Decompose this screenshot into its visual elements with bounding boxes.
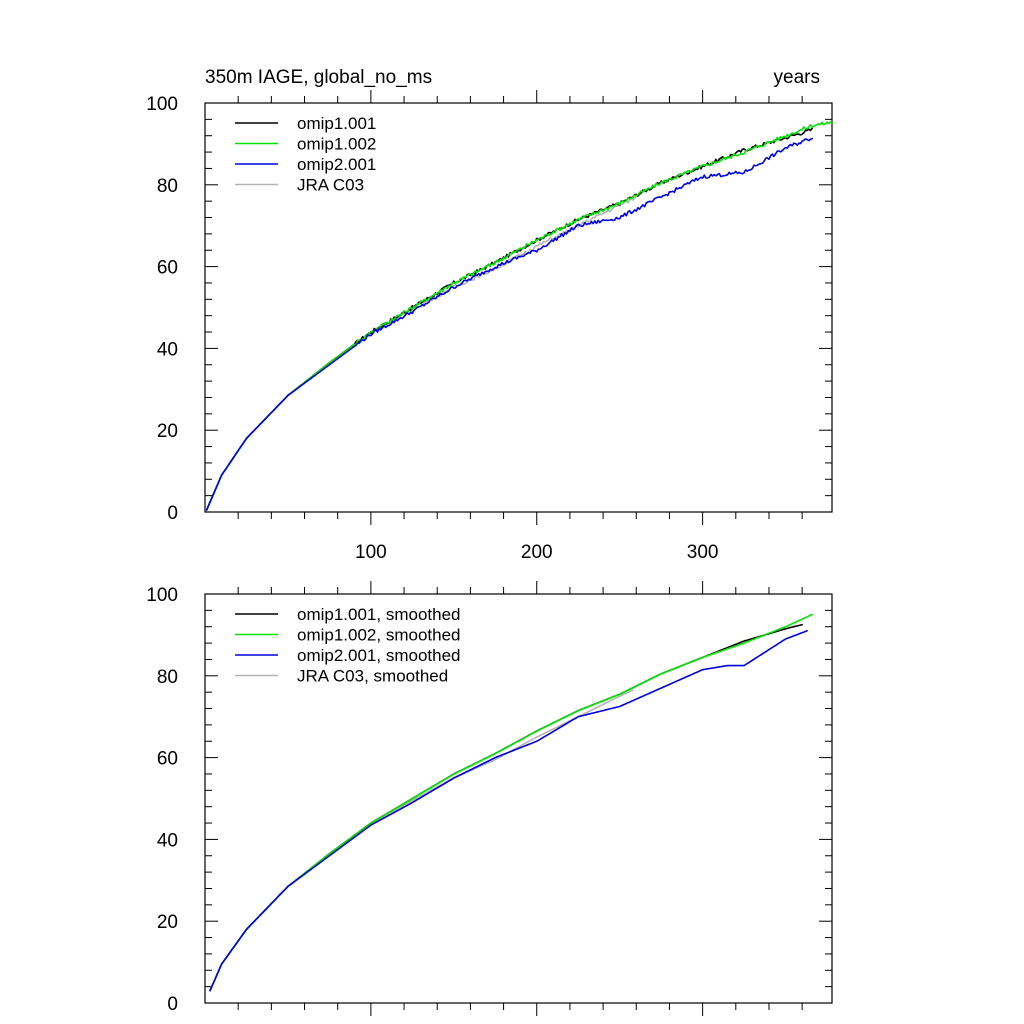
y-tick-label: 0 (167, 994, 178, 1015)
y-tick-label: 80 (157, 176, 178, 197)
y-tick-label: 80 (157, 667, 178, 688)
series-line-3 (209, 689, 634, 992)
plot-frame (204, 593, 833, 1004)
legend-label: omip2.001, smoothed (297, 646, 461, 665)
y-tick-label: 20 (157, 421, 178, 442)
x-tick-label: 100 (355, 542, 387, 563)
chart-title-right: years (774, 67, 820, 88)
x-tick-label: 300 (687, 542, 719, 563)
series-line-2 (205, 137, 813, 511)
series-line-1 (205, 121, 833, 511)
y-tick-label: 0 (167, 503, 178, 524)
top-panel: 0 20 40 60 80 100 100 200 300 omip1.001 omip1.002o… (146, 90, 833, 563)
series-line-1 (209, 613, 813, 992)
x-tick-label: 200 (521, 542, 553, 563)
y-tick-label: 60 (157, 258, 178, 279)
y-tick-label: 100 (146, 585, 178, 606)
y-tick-label: 40 (157, 830, 178, 851)
y-tick-label: 40 (157, 339, 178, 360)
legend-label: omip1.001 (297, 114, 376, 133)
legend-label: JRA C03 (297, 176, 364, 195)
y-tick-label: 60 (157, 749, 178, 770)
series-line-2 (209, 629, 808, 992)
legend-label: omip2.001 (297, 155, 376, 174)
y-tick-label: 100 (146, 94, 178, 115)
y-tick-label: 20 (157, 912, 178, 933)
legend-label: omip1.002, smoothed (297, 626, 461, 645)
legend-label: omip1.001, smoothed (297, 605, 461, 624)
legend-label: JRA C03, smoothed (297, 667, 448, 686)
bottom-panel: 0 20 40 60 80 100 omip1.001, smoothed omip1.002… (146, 581, 833, 1016)
plot-frame (204, 102, 833, 513)
chart-title-left: 350m IAGE, global_no_ms (205, 67, 432, 88)
series-line-3 (205, 195, 638, 511)
legend-label: omip1.002 (297, 135, 376, 154)
